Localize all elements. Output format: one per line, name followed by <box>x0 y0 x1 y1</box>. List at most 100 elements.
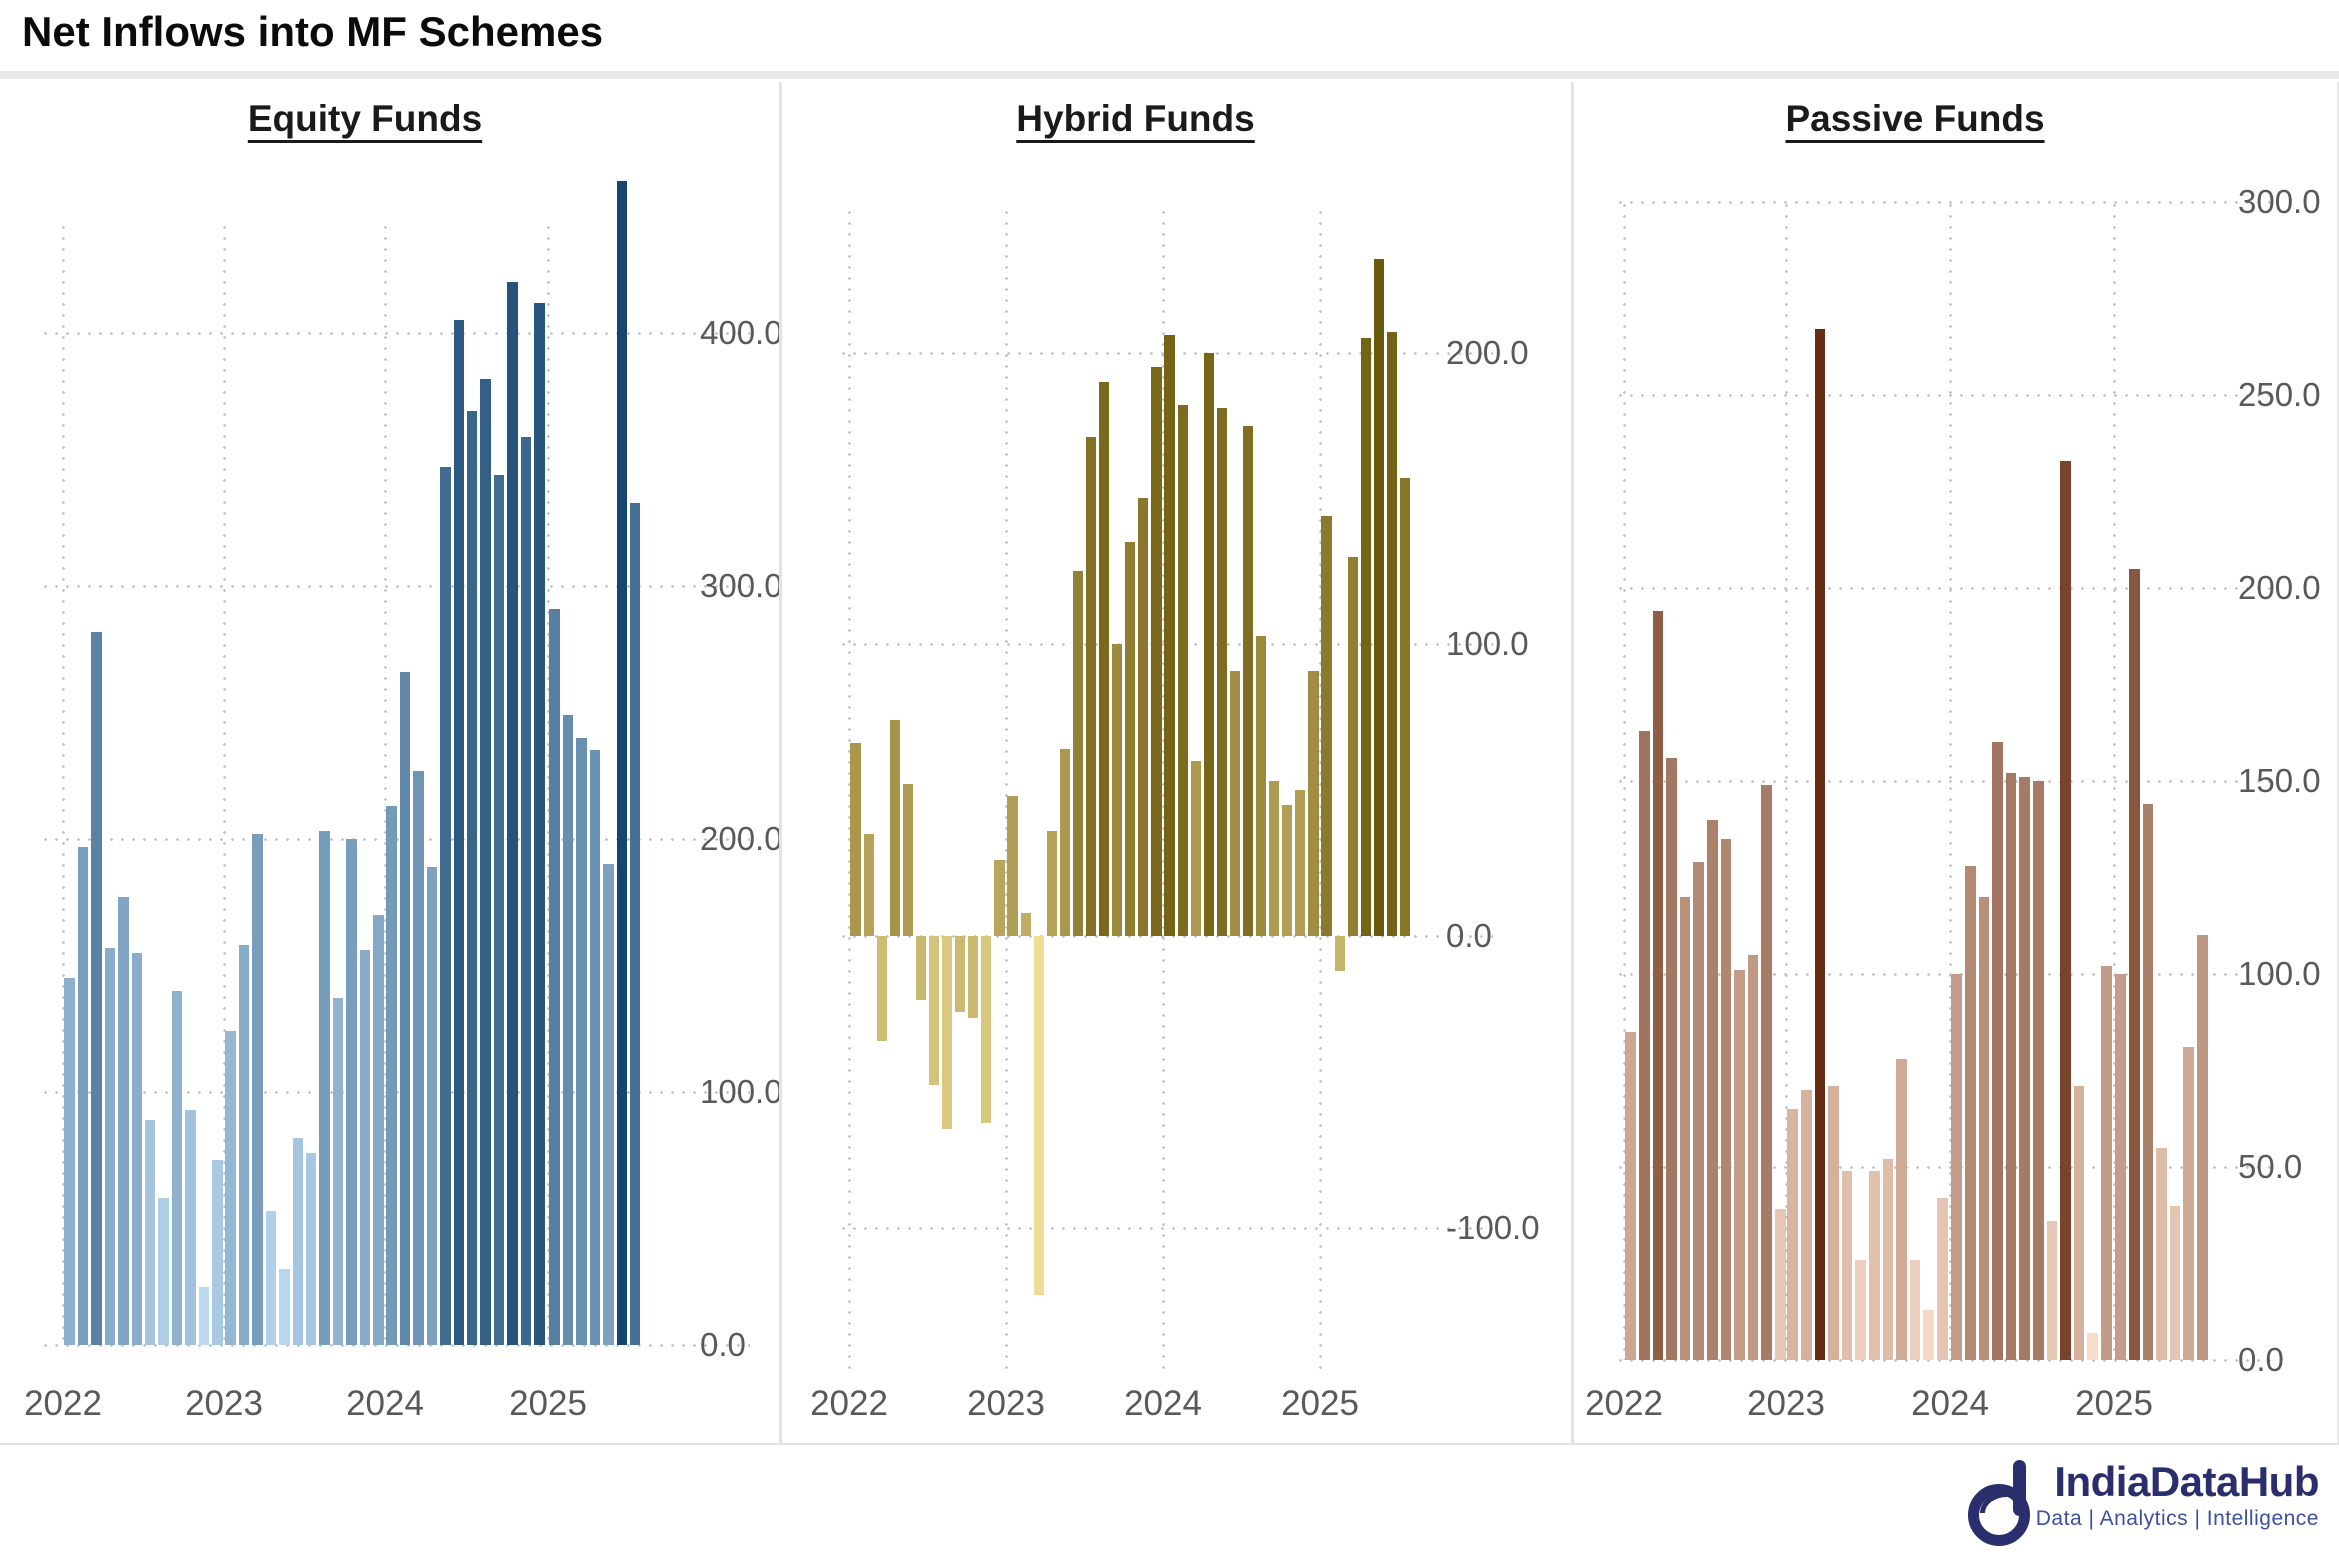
bar-mar-2024 <box>1190 760 1201 936</box>
bar-jun-2022 <box>1693 862 1705 1360</box>
bar-nov-2022 <box>981 936 992 1123</box>
bar-apr-2022 <box>889 720 900 936</box>
bar-jul-2023 <box>305 1152 317 1345</box>
bar-dec-2022 <box>1775 1209 1786 1360</box>
bar-jan-2025 <box>1321 515 1332 936</box>
bar-apr-2024 <box>426 866 438 1345</box>
bar-oct-2022 <box>185 1109 196 1345</box>
y-axis-label: 200.0 <box>700 820 783 857</box>
bar-oct-2023 <box>1125 542 1136 936</box>
bar-may-2025 <box>1373 259 1384 936</box>
bar-jun-2024 <box>453 320 465 1345</box>
bar-jul-2023 <box>1869 1170 1880 1360</box>
bar-aug-2024 <box>2046 1221 2058 1360</box>
bar-jun-2024 <box>2019 777 2031 1360</box>
bar-dec-2022 <box>212 1160 223 1345</box>
bar-jul-2022 <box>928 936 940 1085</box>
bar-may-2024 <box>440 467 451 1345</box>
y-axis-label: 50.0 <box>2238 1148 2303 1185</box>
y-axis-label: 100.0 <box>700 1073 783 1110</box>
bar-jan-2023 <box>1787 1109 1799 1360</box>
bar-jun-2025 <box>616 181 628 1345</box>
bar-sep-2023 <box>1112 644 1123 936</box>
bar-dec-2024 <box>2101 966 2112 1360</box>
bar-jun-2023 <box>292 1137 304 1345</box>
bar-oct-2024 <box>1282 804 1293 936</box>
bar-dec-2024 <box>1308 670 1319 936</box>
header-divider <box>0 71 2339 79</box>
bar-apr-2023 <box>1046 830 1057 936</box>
bar-nov-2023 <box>1138 498 1149 936</box>
bar-jan-2024 <box>1164 335 1175 936</box>
bar-aug-2022 <box>1720 838 1732 1360</box>
y-axis-label: 300.0 <box>2238 183 2321 220</box>
bar-feb-2023 <box>1801 1089 1812 1360</box>
gridline-y-0 <box>1615 1359 2275 1362</box>
bar-sep-2024 <box>493 474 505 1345</box>
x-axis-label-2022: 2022 <box>810 1384 888 1423</box>
gridline-y--100 <box>838 1226 1493 1230</box>
bar-mar-2022 <box>91 631 102 1345</box>
gridline-year-2025 <box>2113 200 2116 1360</box>
bar-jul-2023 <box>1085 437 1097 936</box>
x-axis-label-2022: 2022 <box>24 1384 102 1423</box>
bar-jun-2022 <box>131 952 143 1345</box>
brand-tagline: Data | Analytics | Intelligence <box>2035 1507 2319 1531</box>
bar-jul-2024 <box>466 411 478 1345</box>
y-axis-label: 150.0 <box>2238 762 2321 799</box>
bar-jan-2025 <box>549 608 560 1345</box>
gridline-year-2025 <box>1319 207 1322 1374</box>
bar-mar-2022 <box>1652 611 1664 1360</box>
bar-dec-2023 <box>1937 1197 1948 1360</box>
gridline-year-2023 <box>223 222 226 1345</box>
bar-sep-2022 <box>1734 970 1745 1360</box>
gridline-y-100 <box>1615 973 2275 976</box>
logo-ring <box>1967 1484 2030 1547</box>
chart-title: Hybrid Funds <box>1016 98 1255 139</box>
bar-mar-2024 <box>1978 896 1990 1360</box>
gridline-year-2024 <box>384 222 387 1345</box>
bar-jan-2023 <box>225 1031 236 1345</box>
y-axis-label: 300.0 <box>700 567 783 604</box>
bar-mar-2025 <box>1347 556 1358 936</box>
chart-title: Passive Funds <box>1785 98 2045 139</box>
bar-jan-2024 <box>386 806 397 1345</box>
chart-title: Equity Funds <box>247 98 483 139</box>
y-axis-label: -100.0 <box>1446 1208 1540 1246</box>
gridline-y-150 <box>1615 780 2275 783</box>
y-axis-label: 250.0 <box>2238 376 2321 413</box>
brand-name: IndiaDataHub <box>2054 1458 2319 1505</box>
bar-nov-2024 <box>520 436 532 1345</box>
bar-mar-2025 <box>2142 804 2154 1360</box>
bar-oct-2024 <box>2073 1085 2085 1360</box>
bar-jun-2023 <box>1072 571 1084 936</box>
bar-feb-2023 <box>1020 912 1031 936</box>
bar-may-2024 <box>1216 408 1227 936</box>
bar-aug-2023 <box>1098 381 1110 936</box>
gridline-year-2022 <box>1623 200 1626 1360</box>
bar-apr-2022 <box>1666 757 1677 1360</box>
logo-text: IndiaDataHub Data | Analytics | Intellig… <box>2035 1458 2320 1531</box>
bar-may-2022 <box>902 784 913 936</box>
gridline-year-2025 <box>547 222 550 1345</box>
bar-apr-2022 <box>104 947 116 1345</box>
bar-nov-2022 <box>1761 784 1773 1360</box>
bar-may-2022 <box>1679 896 1691 1360</box>
page-title: Net Inflows into MF Schemes <box>22 8 604 55</box>
bar-feb-2022 <box>863 833 874 936</box>
bar-jun-2025 <box>1386 332 1398 936</box>
bar-dec-2023 <box>373 914 384 1345</box>
bar-dec-2023 <box>1151 367 1162 936</box>
chart-panel-passive-funds: Passive Funds 300.0 250.0 200.0 150.0 100.0 50… <box>1574 82 2339 1443</box>
header: Net Inflows into MF Schemes <box>0 0 2339 70</box>
gridline-year-2022 <box>62 222 65 1345</box>
y-axis-label: 0.0 <box>700 1326 746 1363</box>
bar-jul-2022 <box>144 1119 156 1345</box>
gridline-year-2022 <box>848 207 851 1374</box>
x-axis-label-2023: 2023 <box>967 1384 1045 1423</box>
gridline-y-250 <box>1615 394 2275 397</box>
bar-feb-2024 <box>1965 865 1976 1360</box>
bar-dec-2024 <box>534 302 545 1345</box>
gridline-y-0 <box>838 935 1493 938</box>
bar-mar-2022 <box>876 936 887 1041</box>
